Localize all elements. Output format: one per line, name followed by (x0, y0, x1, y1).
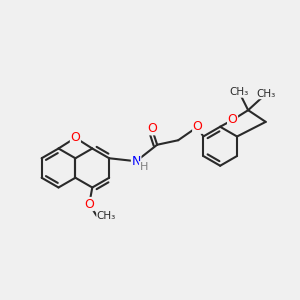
Text: O: O (147, 122, 157, 135)
Text: N: N (131, 155, 141, 168)
Text: CH₃: CH₃ (230, 87, 249, 97)
Text: CH₃: CH₃ (256, 89, 276, 99)
Text: O: O (228, 113, 238, 126)
Text: O: O (84, 197, 94, 211)
Text: O: O (70, 131, 80, 144)
Text: O: O (193, 120, 202, 133)
Text: H: H (140, 162, 148, 172)
Text: CH₃: CH₃ (97, 211, 116, 221)
